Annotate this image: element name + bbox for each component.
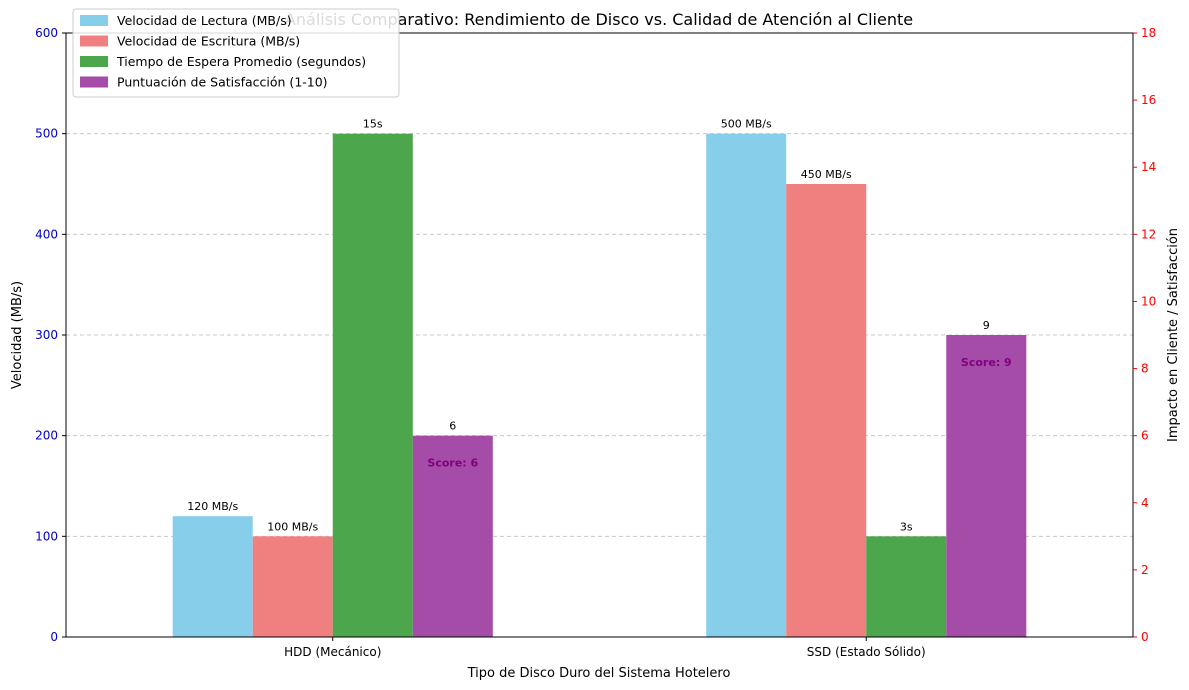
left-tick-label: 600 (35, 26, 58, 40)
left-tick-label: 0 (50, 630, 58, 644)
bar-value-label: 9 (983, 319, 990, 332)
legend-box (72, 8, 400, 98)
left-axis-label: Velocidad (MB/s) (10, 281, 25, 389)
bar-labels: 120 MB/s 100 MB/s 15s 6 Score: 6 500 MB/s 450 … (187, 118, 1011, 534)
bar-score-label: Score: 9 (961, 356, 1012, 369)
left-tick-label: 100 (35, 529, 58, 543)
bar (332, 133, 413, 637)
legend-entry: Velocidad de Lectura (MB/s) (117, 13, 292, 28)
bar (412, 435, 493, 637)
bar (946, 335, 1027, 637)
left-tick-label: 300 (35, 328, 58, 342)
bar-value-label: 500 MB/s (721, 118, 772, 131)
bars (172, 133, 1027, 637)
left-tick-label: 200 (35, 429, 58, 443)
legend-swatch (80, 56, 108, 67)
legend-entry: Velocidad de Escritura (MB/s) (117, 34, 300, 49)
left-tick-label: 500 (35, 127, 58, 141)
bar-value-label: 3s (900, 520, 913, 533)
bar-value-label: 6 (449, 420, 456, 433)
left-ticks: 0 100 200 300 400 500 600 (35, 26, 66, 644)
right-tick-label: 16 (1141, 93, 1156, 107)
legend-swatch (80, 76, 108, 88)
right-tick-label: 0 (1141, 630, 1149, 644)
right-tick-label: 12 (1141, 227, 1156, 241)
right-tick-label: 14 (1141, 160, 1156, 174)
x-ticks: HDD (Mecánico) SSD (Estado Sólido) (284, 637, 926, 659)
right-axis-label: Impacto en Cliente / Satisfacción (1166, 228, 1181, 442)
right-tick-label: 6 (1141, 429, 1149, 443)
legend-entry: Tiempo de Espera Promedio (segundos) (116, 54, 366, 69)
bar-value-label: 120 MB/s (187, 500, 238, 513)
right-tick-label: 8 (1141, 362, 1149, 376)
bar (252, 536, 333, 637)
right-ticks: 0 2 4 6 8 10 12 14 16 18 (1133, 26, 1156, 644)
right-tick-label: 10 (1141, 294, 1156, 308)
x-axis-label: Tipo de Disco Duro del Sistema Hotelero (467, 666, 731, 681)
right-tick-label: 4 (1141, 496, 1149, 510)
bar (172, 516, 253, 637)
bar (866, 536, 947, 637)
left-tick-label: 400 (35, 227, 58, 241)
bar-value-label: 15s (363, 118, 383, 131)
legend-swatch (80, 35, 108, 47)
bar-score-label: Score: 6 (427, 457, 478, 470)
bar (786, 184, 867, 637)
right-tick-label: 18 (1141, 26, 1156, 40)
x-tick-label: SSD (Estado Sólido) (807, 645, 926, 659)
right-tick-label: 2 (1141, 563, 1149, 577)
bar (706, 133, 787, 637)
legend-swatch (80, 15, 108, 26)
chart-title: Análisis Comparativo: Rendimiento de Dis… (285, 10, 913, 29)
legend-entry: Puntuación de Satisfacción (1-10) (117, 75, 328, 90)
bar-value-label: 450 MB/s (801, 168, 852, 181)
x-tick-label: HDD (Mecánico) (284, 645, 381, 659)
legend: Velocidad de Lectura (MB/s) Velocidad de … (72, 8, 400, 98)
bar-value-label: 100 MB/s (267, 520, 318, 533)
